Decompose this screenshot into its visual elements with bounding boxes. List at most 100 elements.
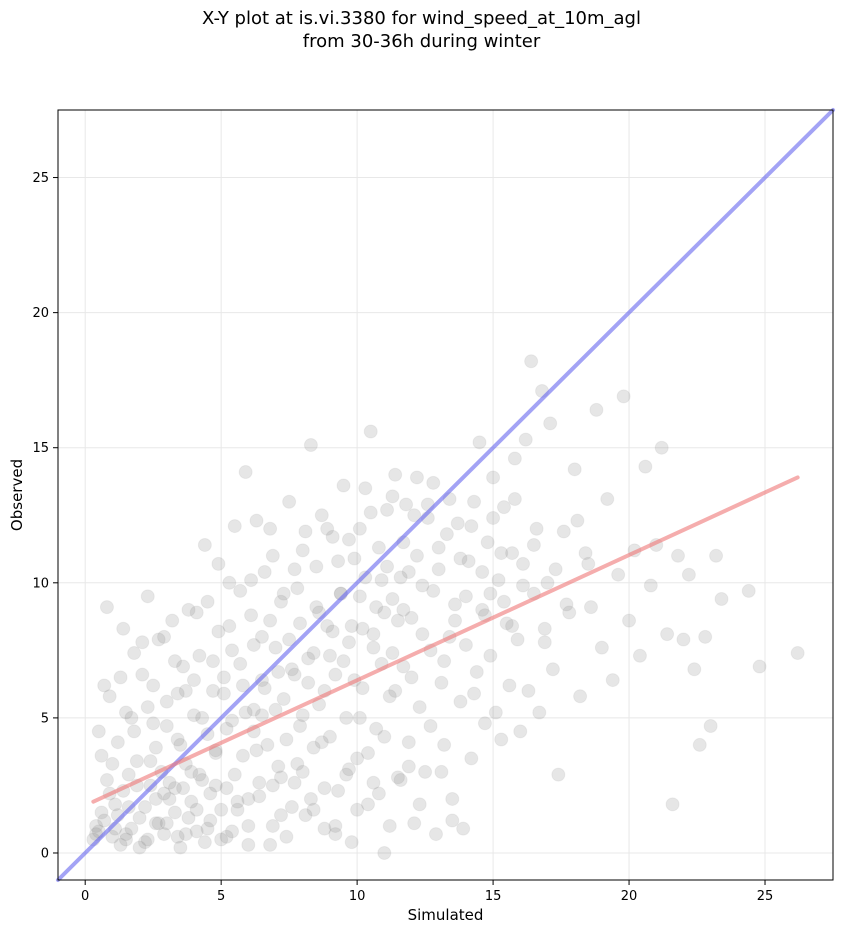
data-point (140, 589, 155, 604)
data-point (287, 667, 302, 682)
data-point (219, 721, 234, 736)
data-point (186, 673, 201, 688)
data-point (344, 619, 359, 634)
data-point (284, 800, 299, 815)
data-point (279, 732, 294, 747)
data-point (222, 575, 237, 590)
data-point (344, 835, 359, 850)
data-point (328, 827, 343, 842)
data-point (189, 802, 204, 817)
data-point (437, 737, 452, 752)
data-point (404, 670, 419, 685)
data-point (409, 470, 424, 485)
data-point (148, 816, 163, 831)
data-point (486, 510, 501, 525)
fit-line (91, 475, 800, 804)
data-point (336, 654, 351, 669)
data-point (483, 648, 498, 663)
chart-title-line-2: from 30-36h during winter (302, 31, 541, 52)
data-point (355, 681, 370, 696)
data-point (230, 802, 245, 817)
data-point (428, 827, 443, 842)
data-point (121, 767, 136, 782)
data-point (238, 705, 253, 720)
data-point (320, 521, 335, 536)
data-point (167, 781, 182, 796)
data-point (214, 802, 229, 817)
data-point (317, 781, 332, 796)
data-point (282, 494, 297, 509)
plot-frame (57, 109, 834, 881)
data-point (225, 643, 240, 658)
data-point (390, 770, 405, 785)
data-point (157, 827, 172, 842)
data-point (385, 592, 400, 607)
data-point (638, 459, 653, 474)
data-point (170, 829, 185, 844)
data-point (464, 519, 479, 534)
data-point (660, 627, 675, 642)
data-point (97, 813, 112, 828)
data-point (295, 708, 310, 723)
data-point (200, 821, 215, 836)
data-point (214, 832, 229, 847)
data-point (350, 802, 365, 817)
data-point (273, 770, 288, 785)
data-point (290, 581, 305, 596)
data-point (341, 762, 356, 777)
data-point (249, 513, 264, 528)
data-point (211, 556, 226, 571)
x-tick-label: 25 (757, 889, 774, 904)
data-point (581, 556, 596, 571)
data-point (426, 583, 441, 598)
data-point (583, 600, 598, 615)
data-point (325, 624, 340, 639)
data-point (385, 646, 400, 661)
data-point (167, 805, 182, 820)
data-point (309, 559, 324, 574)
data-point (714, 592, 729, 607)
x-axis-label: Simulated (408, 906, 484, 924)
data-point (632, 648, 647, 663)
data-point (366, 775, 381, 790)
data-point (105, 829, 120, 844)
data-point (532, 705, 547, 720)
data-point (197, 537, 212, 552)
data-point (244, 608, 259, 623)
data-point (135, 635, 150, 650)
data-point (157, 786, 172, 801)
data-point (524, 354, 539, 369)
data-point (401, 759, 416, 774)
data-point (257, 565, 272, 579)
data-point (99, 773, 114, 788)
data-point (230, 794, 245, 809)
data-point (467, 686, 482, 701)
data-point (314, 508, 329, 523)
data-point (165, 613, 180, 628)
y-tick-label: 15 (32, 441, 49, 456)
data-point (167, 654, 182, 669)
data-point (475, 565, 490, 579)
grid (58, 110, 833, 880)
data-point (116, 621, 131, 636)
data-point (336, 478, 351, 493)
reference-lines (56, 108, 835, 882)
data-point (94, 748, 109, 763)
data-point (246, 702, 261, 717)
data-point (138, 800, 153, 815)
data-point (458, 589, 473, 604)
data-point (507, 492, 522, 507)
data-point (605, 673, 620, 688)
data-point (263, 521, 278, 536)
data-point (129, 754, 144, 769)
data-point (184, 794, 199, 809)
data-point (388, 683, 403, 698)
data-point (467, 494, 482, 509)
data-point (102, 689, 117, 704)
data-point (507, 451, 522, 466)
data-point (265, 548, 280, 563)
data-point (505, 619, 520, 634)
data-point (309, 600, 324, 615)
data-point (268, 640, 283, 655)
x-tick-label: 0 (81, 889, 89, 904)
